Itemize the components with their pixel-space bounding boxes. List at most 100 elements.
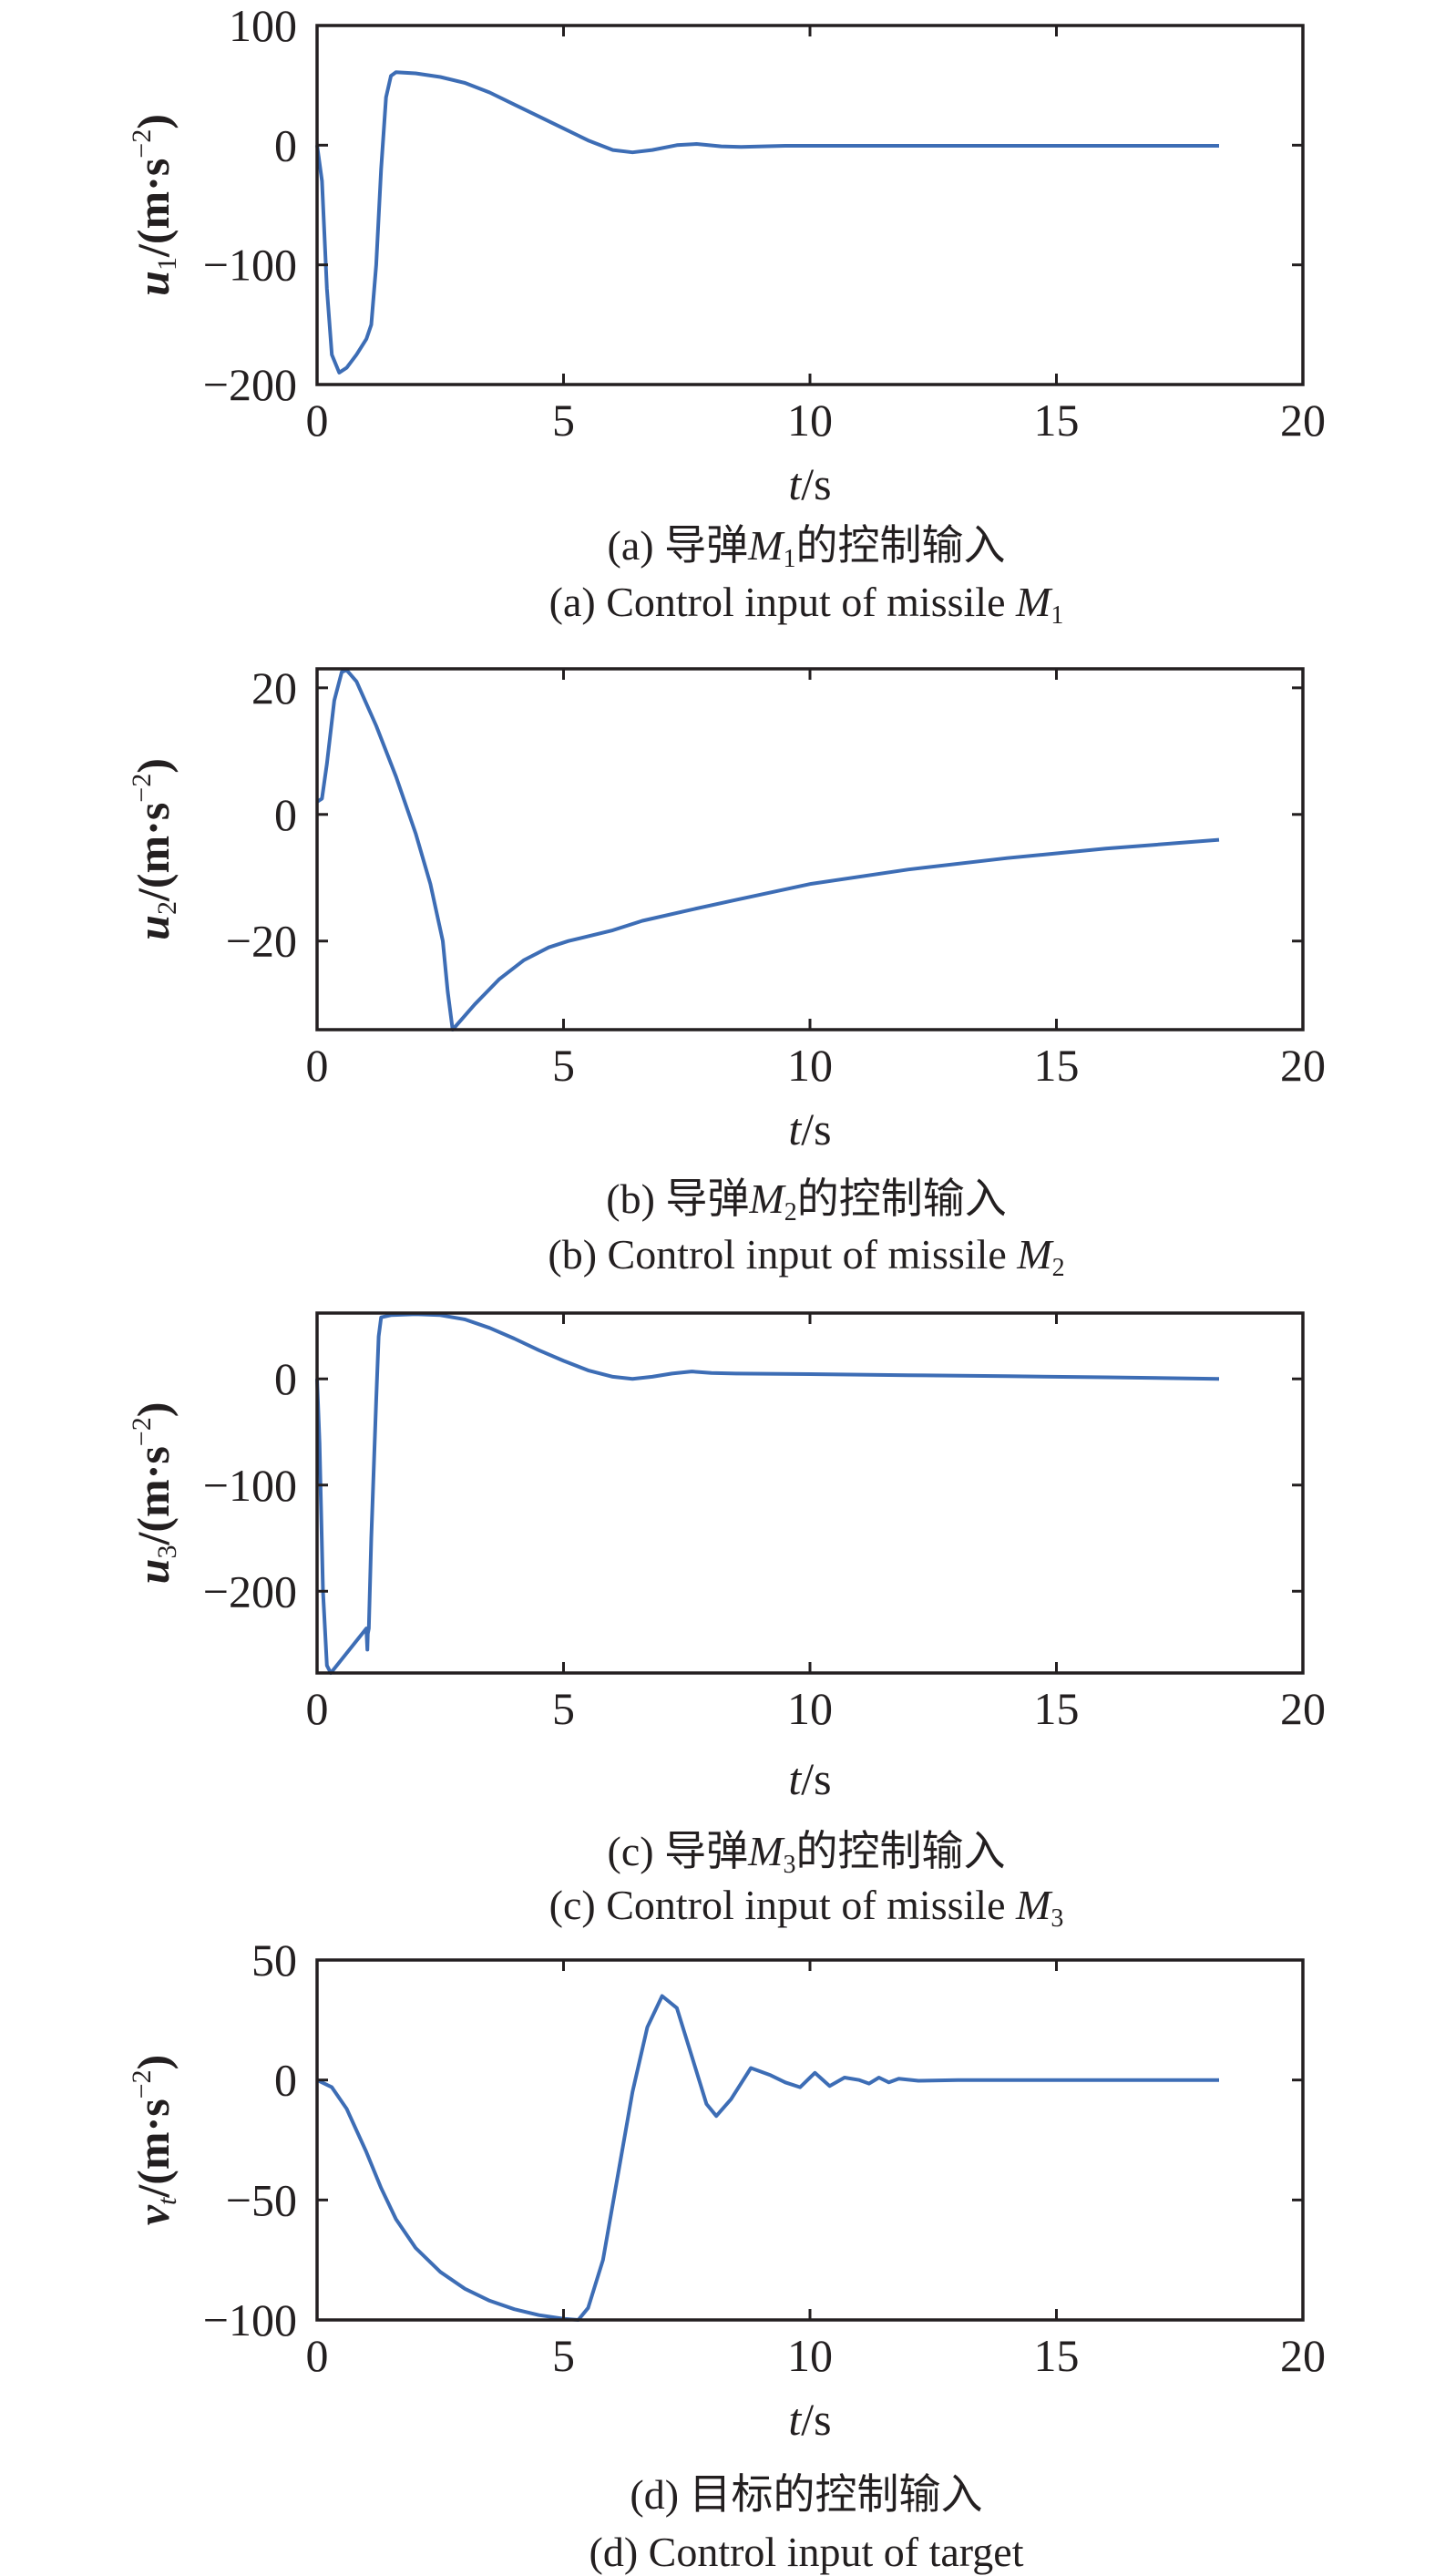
y-label-close: ): [128, 758, 179, 774]
caption-cn-sub: 2: [784, 1198, 797, 1226]
series-line: [315, 70, 1219, 375]
y-label-var: u: [128, 915, 179, 940]
y-label-unit: /(m·s: [128, 159, 179, 258]
y-label-sub: 3: [152, 1545, 182, 1559]
x-tick-label: 0: [306, 395, 329, 446]
caption-en-sub: 2: [1052, 1254, 1065, 1282]
y-tick-label: 0: [274, 1353, 297, 1404]
caption-en-prefix: (b) Control input of missile: [548, 1231, 1017, 1278]
caption-cn-var: M: [747, 522, 785, 569]
caption-cn-prefix: (c) 导弹: [608, 1828, 749, 1874]
y-tick-label: 20: [251, 662, 297, 713]
x-tick-label: 0: [306, 1040, 329, 1091]
caption-en: (a) Control input of missile M1: [549, 579, 1064, 630]
x-tick-label: 15: [1034, 1040, 1080, 1091]
caption-cn-sub: 1: [783, 545, 795, 573]
caption-en-var: M: [1015, 579, 1053, 625]
x-tick-label: 10: [787, 395, 833, 446]
x-tick-label: 5: [552, 395, 575, 446]
caption-en-sub: 3: [1051, 1904, 1063, 1933]
caption-en-var: M: [1015, 1882, 1053, 1928]
caption-cn-suffix: 的控制输入: [797, 1175, 1007, 1222]
x-tick-label: 20: [1280, 1040, 1326, 1091]
y-label-unit: /(m·s: [128, 1446, 179, 1545]
y-axis-label: u3/(m·s−2): [127, 1402, 182, 1585]
y-label-sub: 2: [152, 901, 182, 915]
y-label-close: ): [128, 1402, 179, 1418]
y-tick-label: −100: [203, 240, 297, 291]
caption-cn-prefix: (d) 目标的控制输入: [630, 2471, 982, 2518]
y-axis-label: u1/(m·s−2): [127, 114, 182, 296]
y-label-var: u: [128, 271, 179, 296]
y-label-unit: /(m·s: [128, 2099, 179, 2198]
caption-cn-var: M: [747, 1828, 785, 1874]
y-label-sup: −2: [127, 2069, 157, 2099]
x-tick-label: 15: [1034, 395, 1080, 446]
x-axis-label: t/s: [788, 1753, 831, 1804]
y-label-sup: −2: [127, 129, 157, 159]
caption-en-var: M: [1016, 1231, 1054, 1278]
x-axis-label: t/s: [788, 2394, 831, 2445]
axes-box: [315, 1311, 1305, 1675]
y-label-close: ): [128, 2055, 179, 2070]
x-tick-label: 0: [306, 1683, 329, 1734]
caption-cn: (b) 导弹M2的控制输入: [606, 1175, 1006, 1226]
y-axis-label: u2/(m·s−2): [127, 758, 182, 940]
x-tick-label: 20: [1280, 395, 1326, 446]
y-tick-label: 0: [274, 2055, 297, 2106]
x-tick-label: 10: [787, 1683, 833, 1734]
y-label-sup: −2: [127, 1417, 157, 1446]
y-label-var: v: [128, 2204, 179, 2225]
x-label-var: t: [788, 458, 802, 509]
caption-cn-sub: 3: [783, 1851, 795, 1879]
y-label-close: ): [128, 114, 179, 129]
y-tick-label: −100: [203, 1460, 297, 1511]
series-line: [315, 1312, 1220, 1675]
caption-en: (b) Control input of missile M2: [548, 1231, 1064, 1282]
y-tick-label: −200: [203, 359, 297, 410]
y-label-sub: 1: [152, 257, 182, 271]
y-tick-label: −50: [226, 2174, 297, 2225]
x-tick-label: 5: [552, 1683, 575, 1734]
caption-en: (c) Control input of missile M3: [549, 1882, 1064, 1933]
x-tick-label: 0: [306, 2330, 329, 2381]
x-tick-label: 15: [1034, 1683, 1080, 1734]
y-axis-label: vt/(m·s−2): [127, 2055, 182, 2225]
caption-cn: (a) 导弹M1的控制输入: [608, 522, 1006, 573]
y-tick-label: 100: [229, 0, 297, 51]
caption-cn: (d) 目标的控制输入: [630, 2471, 982, 2518]
x-label-var: t: [788, 2394, 802, 2445]
caption-cn-prefix: (b) 导弹: [606, 1175, 749, 1222]
x-label-var: t: [788, 1753, 802, 1804]
y-tick-label: −20: [226, 916, 297, 967]
caption-cn-var: M: [748, 1175, 786, 1222]
caption-cn-suffix: 的控制输入: [795, 522, 1005, 569]
x-label-unit: /s: [801, 1103, 831, 1155]
caption-en-prefix: (c) Control input of missile: [549, 1882, 1016, 1928]
axes-box: [315, 667, 1305, 1031]
caption-cn-suffix: 的控制输入: [795, 1828, 1005, 1874]
caption-en: (d) Control input of target: [589, 2529, 1024, 2575]
y-tick-label: −100: [203, 2294, 297, 2345]
x-label-unit: /s: [801, 458, 831, 509]
caption-cn: (c) 导弹M3的控制输入: [608, 1828, 1006, 1879]
y-tick-label: 50: [251, 1935, 297, 1986]
series-line: [315, 668, 1220, 1031]
caption-en-prefix: (d) Control input of target: [589, 2529, 1024, 2575]
caption-en-prefix: (a) Control input of missile: [549, 579, 1016, 625]
x-tick-label: 15: [1034, 2330, 1080, 2381]
x-tick-label: 20: [1280, 1683, 1326, 1734]
caption-en-sub: 1: [1051, 601, 1063, 630]
y-label-unit: /(m·s: [128, 803, 179, 902]
y-tick-label: 0: [274, 119, 297, 170]
x-tick-label: 20: [1280, 2330, 1326, 2381]
x-label-unit: /s: [801, 1753, 831, 1804]
y-label-sup: −2: [127, 774, 157, 803]
axes-box: [315, 1958, 1305, 2322]
x-tick-label: 10: [787, 2330, 833, 2381]
